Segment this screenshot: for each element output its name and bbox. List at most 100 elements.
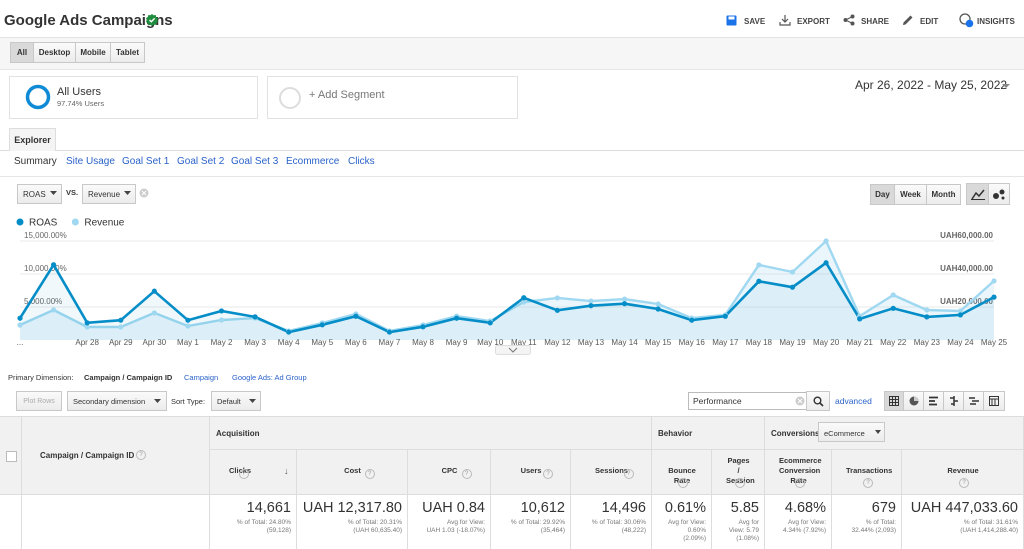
add-segment[interactable]: + Add Segment: [309, 89, 385, 101]
column-header[interactable]: Users: [520, 466, 542, 475]
group-header: Behavior: [658, 429, 693, 438]
data-point: [621, 301, 628, 307]
view-pie[interactable]: [903, 391, 924, 411]
device-tab[interactable]: Desktop: [33, 42, 76, 63]
dimension-option[interactable]: Campaign: [184, 373, 219, 382]
group-select[interactable]: eCommerce: [818, 422, 885, 442]
data-point: [722, 313, 728, 319]
sub-tab[interactable]: Summary: [14, 156, 57, 167]
sub-tab[interactable]: Clicks: [348, 156, 375, 167]
column-header[interactable]: Transactions: [846, 466, 893, 475]
data-point: [218, 317, 225, 323]
dimension-header[interactable]: Campaign / Campaign ID: [40, 451, 135, 460]
checkbox[interactable]: [6, 451, 17, 462]
sub-tab[interactable]: Goal Set 3: [231, 156, 279, 167]
view-data[interactable]: [884, 391, 904, 411]
export-button[interactable]: EXPORT: [797, 17, 830, 26]
x-tick-label: May 7: [379, 338, 401, 347]
clear-search[interactable]: [795, 396, 805, 406]
total-note: View: 5.79: [728, 527, 759, 534]
y2-tick-label: UAH60,000.00: [940, 231, 993, 240]
x-tick-label: May 20: [813, 338, 840, 347]
help-icon: ?: [364, 469, 375, 479]
legend-marker: [71, 218, 79, 226]
data-point: [386, 329, 393, 335]
help-icon: ?: [794, 478, 805, 488]
group-cell: [652, 416, 765, 450]
x-tick-label: Apr 29: [109, 338, 133, 347]
group-cell: [210, 416, 652, 450]
column-header[interactable]: Cost: [344, 466, 361, 475]
device-tab[interactable]: Mobile: [75, 42, 111, 63]
remove-compare[interactable]: [139, 188, 149, 198]
help-icon: ?: [238, 469, 249, 479]
report-tab[interactable]: Explorer: [9, 128, 56, 151]
data-point: [689, 317, 695, 323]
column-header[interactable]: Revenue: [947, 466, 979, 475]
segment-detail: 97.74% Users: [57, 99, 105, 108]
edit-icon[interactable]: [902, 14, 914, 26]
sort-value: Default: [217, 396, 241, 406]
column-header[interactable]: Sessions: [595, 466, 628, 475]
sub-tab[interactable]: Goal Set 1: [122, 156, 170, 167]
table-search[interactable]: Performance: [688, 392, 807, 410]
advanced-filter[interactable]: advanced: [835, 396, 872, 406]
sub-tab[interactable]: Ecommerce: [286, 156, 340, 167]
edit-button[interactable]: EDIT: [920, 17, 939, 26]
insights-icon[interactable]: [959, 13, 974, 28]
total-note: % of Total: 20.31%: [347, 519, 402, 526]
view-comparison[interactable]: [943, 391, 964, 411]
group-header: Conversions: [771, 429, 820, 438]
plot-rows[interactable]: Plot Rows: [16, 391, 62, 411]
compare-select[interactable]: Revenue: [82, 184, 136, 204]
group-select-text: eCommerce: [824, 429, 865, 438]
x-tick-label: May 25: [981, 338, 1008, 347]
x-tick-label: May 16: [679, 338, 706, 347]
granularity[interactable]: Month: [926, 184, 961, 205]
data-point: [17, 322, 23, 328]
segment-card[interactable]: [9, 76, 258, 119]
save-button[interactable]: SAVE: [744, 17, 766, 26]
secondary-dimension[interactable]: Secondary dimension: [67, 391, 167, 411]
search-button[interactable]: [806, 391, 830, 411]
insights-button[interactable]: INSIGHTS: [977, 17, 1015, 26]
view-performance[interactable]: [923, 391, 944, 411]
date-caret[interactable]: [1001, 82, 1011, 90]
column-total: 14,661: [246, 500, 291, 516]
view-pivot[interactable]: [983, 391, 1005, 411]
save-icon[interactable]: [726, 15, 737, 26]
data-point: [823, 260, 829, 266]
export-icon[interactable]: [779, 14, 791, 26]
sub-tab[interactable]: Goal Set 2: [177, 156, 225, 167]
granularity[interactable]: Day: [870, 184, 895, 205]
total-note: (UAH 60,635.40): [353, 527, 402, 534]
data-point: [588, 303, 594, 309]
view-term-cloud[interactable]: [963, 391, 984, 411]
share-icon[interactable]: [843, 14, 855, 26]
dimension-option[interactable]: Google Ads: Ad Group: [232, 373, 307, 382]
legend-label: ROAS: [29, 218, 58, 229]
pivot-icon: [989, 396, 999, 406]
sort-select[interactable]: Default: [211, 391, 261, 411]
report-title: Google Ads Campaigns: [4, 12, 173, 29]
dimension-cell: [22, 416, 210, 549]
add-segment-card[interactable]: [267, 76, 518, 119]
date-range[interactable]: Apr 26, 2022 - May 25, 2022: [855, 78, 1008, 92]
device-tab[interactable]: All: [10, 42, 34, 63]
device-tab[interactable]: Tablet: [110, 42, 145, 63]
column-header[interactable]: CPC: [441, 466, 458, 475]
y-tick-label: 5,000.00%: [24, 297, 62, 306]
granularity[interactable]: Week: [894, 184, 927, 205]
share-button[interactable]: SHARE: [861, 17, 890, 26]
metric-select[interactable]: ROAS: [17, 184, 62, 204]
column-total: UAH 447,033.60: [910, 500, 1018, 516]
line-chart-toggle[interactable]: [966, 183, 989, 205]
column-cell: [210, 450, 297, 549]
column-cell: [712, 450, 765, 549]
total-note: % of Total: 29.92%: [510, 519, 565, 526]
motion-chart-toggle[interactable]: [988, 183, 1010, 205]
column-total: 5.85: [730, 500, 759, 516]
sub-tab[interactable]: Site Usage: [66, 156, 115, 167]
chart-resize-handle[interactable]: [495, 345, 531, 355]
series-line: [18, 260, 995, 334]
